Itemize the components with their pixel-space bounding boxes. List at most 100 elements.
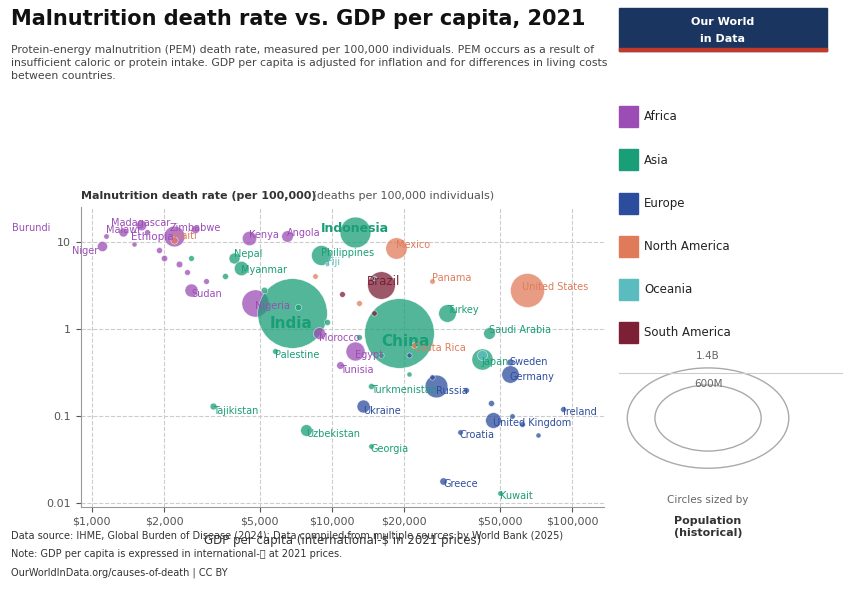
Point (389, 243, 403, 253)
Point (99, 232, 113, 241)
Text: Turkey: Turkey (446, 305, 479, 315)
Point (364, 381, 377, 391)
Text: United States: United States (522, 282, 588, 292)
Text: Note: GDP per capita is expressed in international-Ⓢ at 2021 prices.: Note: GDP per capita is expressed in int… (11, 549, 343, 559)
Point (428, 381, 442, 391)
Point (280, 232, 294, 241)
Point (200, 277, 213, 286)
Point (486, 415, 500, 425)
Text: Malnutrition death rate (per 100,000): Malnutrition death rate (per 100,000) (81, 191, 316, 201)
Text: Burundi: Burundi (12, 223, 50, 233)
Text: Myanmar: Myanmar (241, 265, 287, 275)
Point (335, 289, 348, 299)
Point (505, 411, 518, 421)
Point (364, 442, 377, 451)
Point (184, 253, 198, 263)
Text: 1.4B: 1.4B (696, 352, 720, 361)
Text: Morocco: Morocco (319, 333, 360, 343)
Text: Zimbabwe: Zimbabwe (170, 223, 221, 233)
Text: Saudi Arabia: Saudi Arabia (489, 325, 551, 335)
Text: Nigeria: Nigeria (255, 301, 291, 311)
Point (269, 347, 282, 356)
Point (235, 263, 248, 272)
Point (407, 340, 421, 350)
Text: Ukraine: Ukraine (363, 406, 401, 416)
Point (557, 404, 570, 414)
Text: North America: North America (644, 240, 730, 253)
Text: OurWorldInData.org/causes-of-death | CC BY: OurWorldInData.org/causes-of-death | CC … (11, 567, 228, 577)
Text: 600M: 600M (694, 379, 722, 389)
Point (48, 223, 61, 232)
Point (95, 241, 109, 250)
Text: Brazil: Brazil (367, 275, 400, 288)
Point (403, 370, 416, 379)
Text: in Data: in Data (700, 34, 745, 44)
Point (520, 285, 534, 295)
Point (172, 259, 185, 269)
Text: China: China (381, 334, 429, 349)
Text: Our World: Our World (691, 17, 755, 26)
Point (459, 385, 473, 394)
Point (167, 235, 181, 245)
Point (134, 220, 148, 230)
Point (403, 350, 416, 360)
Point (374, 350, 388, 360)
Point (392, 328, 405, 338)
Point (157, 253, 171, 263)
Text: Indonesia: Indonesia (321, 223, 389, 235)
Point (128, 239, 141, 248)
Point (482, 328, 496, 338)
Text: Palestine: Palestine (275, 350, 320, 360)
Point (291, 302, 304, 311)
Text: Japan: Japan (482, 356, 509, 367)
Point (439, 308, 453, 318)
Text: Ireland: Ireland (564, 407, 598, 417)
Point (218, 272, 232, 281)
Point (320, 317, 333, 326)
Text: (deaths per 100,000 individuals): (deaths per 100,000 individuals) (309, 191, 494, 201)
Point (425, 277, 439, 286)
Text: Uzbekistan: Uzbekistan (306, 429, 360, 439)
Point (367, 308, 381, 318)
Point (475, 350, 489, 360)
Text: South America: South America (644, 326, 731, 340)
Text: Germany: Germany (510, 372, 555, 382)
Point (503, 370, 517, 379)
Text: Haiti: Haiti (174, 232, 196, 241)
Text: Europe: Europe (644, 197, 686, 210)
Text: Tajikistan: Tajikistan (213, 406, 258, 416)
Point (248, 298, 262, 307)
Text: Oceania: Oceania (644, 283, 693, 296)
Point (184, 285, 198, 295)
Point (436, 476, 450, 485)
Point (180, 267, 194, 277)
Text: Angola: Angola (287, 228, 320, 238)
Text: Nepal: Nepal (234, 249, 262, 259)
Text: Turkmenistan: Turkmenistan (371, 385, 437, 395)
Point (348, 227, 362, 236)
Text: Greece: Greece (443, 479, 478, 489)
Point (207, 401, 220, 411)
Point (475, 354, 489, 364)
Text: Africa: Africa (644, 110, 678, 124)
Point (299, 425, 313, 435)
Point (285, 308, 298, 318)
Point (515, 419, 529, 429)
Text: Costa Rica: Costa Rica (414, 343, 466, 353)
Text: Ethiopia: Ethiopia (132, 232, 174, 242)
Point (353, 332, 366, 342)
Point (320, 259, 333, 269)
Text: Niger: Niger (71, 246, 98, 256)
Point (312, 328, 326, 338)
Text: Egypt: Egypt (355, 350, 383, 360)
Text: Kenya: Kenya (249, 230, 279, 240)
Text: Malawi: Malawi (106, 226, 140, 235)
Point (531, 430, 545, 440)
Point (116, 227, 130, 236)
Point (425, 372, 439, 382)
Text: Sudan: Sudan (191, 289, 222, 299)
Text: Protein-energy malnutrition (PEM) death rate, measured per 100,000 individuals. : Protein-energy malnutrition (PEM) death … (11, 45, 608, 82)
Text: Sweden: Sweden (510, 356, 548, 367)
Point (227, 253, 241, 263)
Text: Mexico: Mexico (396, 240, 430, 250)
